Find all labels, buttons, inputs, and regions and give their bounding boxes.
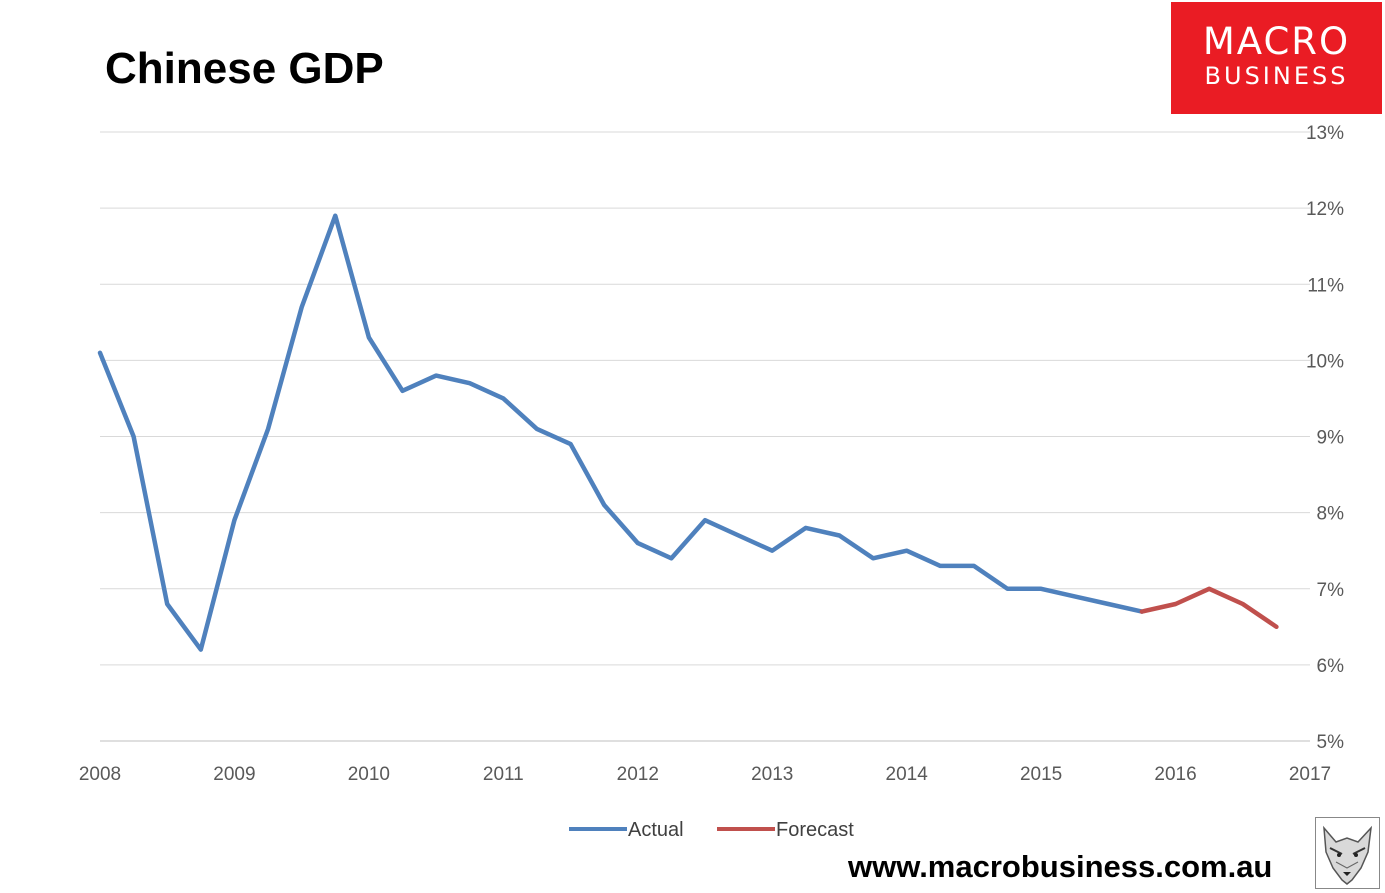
series-lines <box>97 213 1279 652</box>
x-tick-label: 2017 <box>1289 764 1331 785</box>
y-tick-label: 13% <box>1306 123 1344 144</box>
legend: Actual Forecast <box>569 819 854 841</box>
x-tick-label: 2015 <box>1020 764 1062 785</box>
y-axis-ticks: 5% 6% 7% 8% 9% 10% 11% 12% 13% <box>1306 123 1344 753</box>
logo-line-macro: MACRO <box>1202 20 1351 63</box>
y-tick-label: 7% <box>1317 580 1345 601</box>
y-tick-label: 12% <box>1306 199 1344 220</box>
y-tick-label: 11% <box>1307 275 1344 296</box>
series-line-forecast <box>1139 586 1279 630</box>
wolf-logo-icon <box>1315 817 1380 889</box>
x-tick-label: 2014 <box>886 764 929 785</box>
series-line-actual <box>97 213 1145 652</box>
x-tick-label: 2008 <box>79 764 121 785</box>
y-tick-label: 6% <box>1317 656 1345 677</box>
x-tick-label: 2011 <box>483 764 524 785</box>
x-tick-label: 2010 <box>348 764 390 785</box>
legend-label-actual: Actual <box>628 819 684 841</box>
chart-title: Chinese GDP <box>105 44 384 93</box>
y-tick-label: 10% <box>1306 351 1344 372</box>
y-tick-label: 5% <box>1317 732 1345 753</box>
y-tick-label: 9% <box>1317 428 1345 449</box>
x-tick-label: 2012 <box>617 764 659 785</box>
gridlines <box>100 131 1310 742</box>
x-axis-ticks: 2008 2009 2010 2011 2012 2013 2014 2015 2016 2017 <box>79 764 1331 785</box>
website-url: www.macrobusiness.com.au <box>848 849 1273 884</box>
legend-label-forecast: Forecast <box>776 819 854 841</box>
x-tick-label: 2016 <box>1154 764 1196 785</box>
x-tick-label: 2013 <box>751 764 793 785</box>
logo-line-business: BUSINESS <box>1204 62 1349 90</box>
macrobusiness-logo: MACRO BUSINESS <box>1171 2 1382 114</box>
x-tick-label: 2009 <box>213 764 255 785</box>
y-tick-label: 8% <box>1317 504 1345 525</box>
